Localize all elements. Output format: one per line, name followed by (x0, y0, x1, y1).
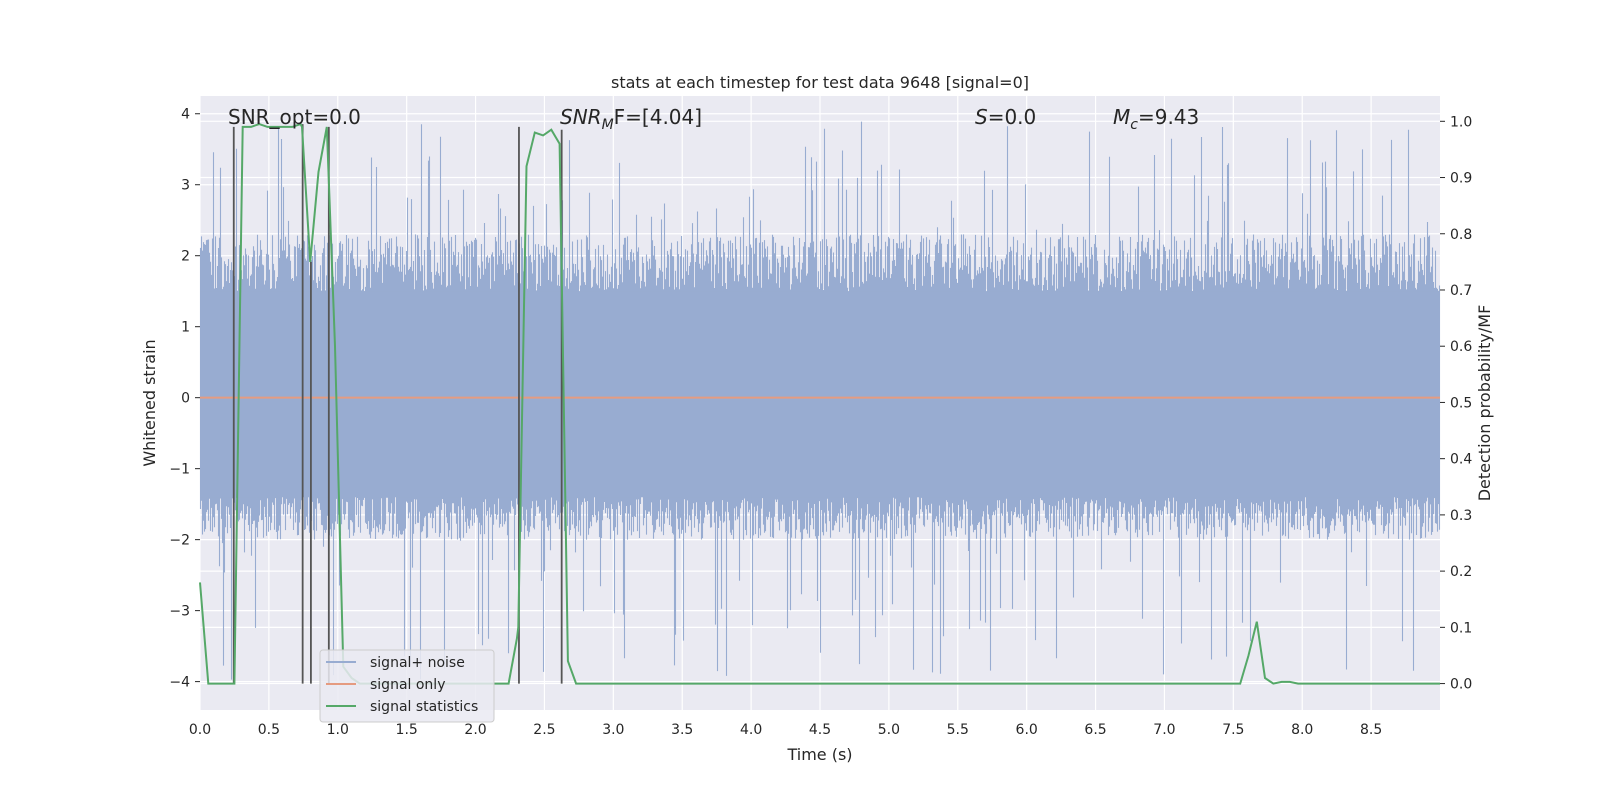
annotation-mc-rest: =9.43 (1138, 105, 1199, 129)
x-axis-label: Time (s) (786, 745, 852, 764)
x-tick-label: 5.0 (878, 722, 900, 738)
y-right-tick-label: 0.6 (1450, 339, 1472, 355)
y-left-tick-label: −3 (169, 604, 190, 620)
y-right-tick-label: 0.7 (1450, 283, 1472, 299)
y-left-tick-label: −4 (169, 675, 190, 691)
x-tick-label: 6.0 (1016, 722, 1038, 738)
x-tick-label: 1.0 (327, 722, 349, 738)
annotation-s-italic: S (975, 105, 988, 129)
annotation-mc-main: M (1113, 105, 1130, 129)
y-left-axis-label: Whitened strain (140, 339, 159, 466)
y-right-tick-labels: 1.0 0.9 0.8 0.7 0.6 0.5 0.4 0.3 0.2 0.1 0.0 (1440, 114, 1472, 693)
x-tick-label: 2.0 (464, 722, 486, 738)
x-tick-label: 4.5 (809, 722, 831, 738)
legend-label-signal-statistics: signal statistics (370, 699, 478, 715)
y-left-tick-label: 1 (181, 320, 190, 336)
series-signal-noise (199, 121, 1441, 680)
legend-label-signal-only: signal only (370, 677, 445, 693)
annotation-snr-mf-sub: M (602, 117, 614, 133)
annotation-snr-mf: SNRMF=[4.04] (560, 105, 702, 133)
annotation-snr-mf-rest: F=[4.04] (614, 105, 702, 129)
x-tick-label: 3.0 (602, 722, 624, 738)
legend-label-signal-noise: signal+ noise (370, 655, 465, 671)
y-left-tick-label: 4 (181, 107, 190, 123)
x-tick-label: 4.0 (740, 722, 762, 738)
x-tick-label: 8.5 (1360, 722, 1382, 738)
x-tick-label: 8.0 (1291, 722, 1313, 738)
legend: signal+ noise signal only signal statist… (319, 649, 495, 723)
y-right-tick-label: 0.1 (1450, 620, 1472, 636)
y-right-tick-label: 0.0 (1450, 677, 1472, 693)
annotation-mc-sub: c (1130, 117, 1138, 133)
x-tick-label: 6.5 (1084, 722, 1106, 738)
annotation-s: S=0.0 (975, 105, 1036, 129)
y-left-tick-label: 2 (181, 249, 190, 265)
y-left-tick-label: −2 (169, 533, 190, 549)
y-right-tick-label: 0.9 (1450, 171, 1472, 187)
y-right-axis-label: Detection probability/MF (1475, 305, 1494, 502)
chart-title: stats at each timestep for test data 964… (611, 73, 1029, 92)
y-right-tick-label: 0.5 (1450, 395, 1472, 411)
y-right-tick-label: 0.2 (1450, 564, 1472, 580)
x-tick-label: 3.5 (671, 722, 693, 738)
annotation-snr-opt: SNR_opt=0.0 (228, 105, 361, 129)
y-left-tick-label: 3 (181, 178, 190, 194)
annotation-s-rest: =0.0 (988, 105, 1037, 129)
y-right-tick-label: 1.0 (1450, 114, 1472, 130)
y-left-tick-labels: 4 3 2 1 0 −1 −2 −3 −4 (169, 107, 200, 691)
y-right-tick-label: 0.8 (1450, 227, 1472, 243)
y-left-tick-label: −1 (169, 462, 190, 478)
annotation-mc: Mc=9.43 (1113, 105, 1199, 133)
x-tick-label: 1.5 (396, 722, 418, 738)
x-tick-labels: 0.0 0.5 1.0 1.5 2.0 2.5 3.0 3.5 4.0 4.5 5.0 5.5 6.0 6… (189, 722, 1382, 738)
x-tick-label: 5.5 (947, 722, 969, 738)
y-right-tick-label: 0.4 (1450, 452, 1472, 468)
signal-noise-band (200, 291, 1440, 498)
legend-box (319, 649, 495, 723)
x-tick-label: 0.0 (189, 722, 211, 738)
y-right-tick-label: 0.3 (1450, 508, 1472, 524)
x-tick-label: 7.5 (1222, 722, 1244, 738)
x-tick-label: 2.5 (533, 722, 555, 738)
y-left-tick-label: 0 (181, 391, 190, 407)
annotation-snr-mf-main: SNR (560, 105, 602, 129)
x-tick-label: 7.0 (1153, 722, 1175, 738)
x-tick-label: 0.5 (258, 722, 280, 738)
